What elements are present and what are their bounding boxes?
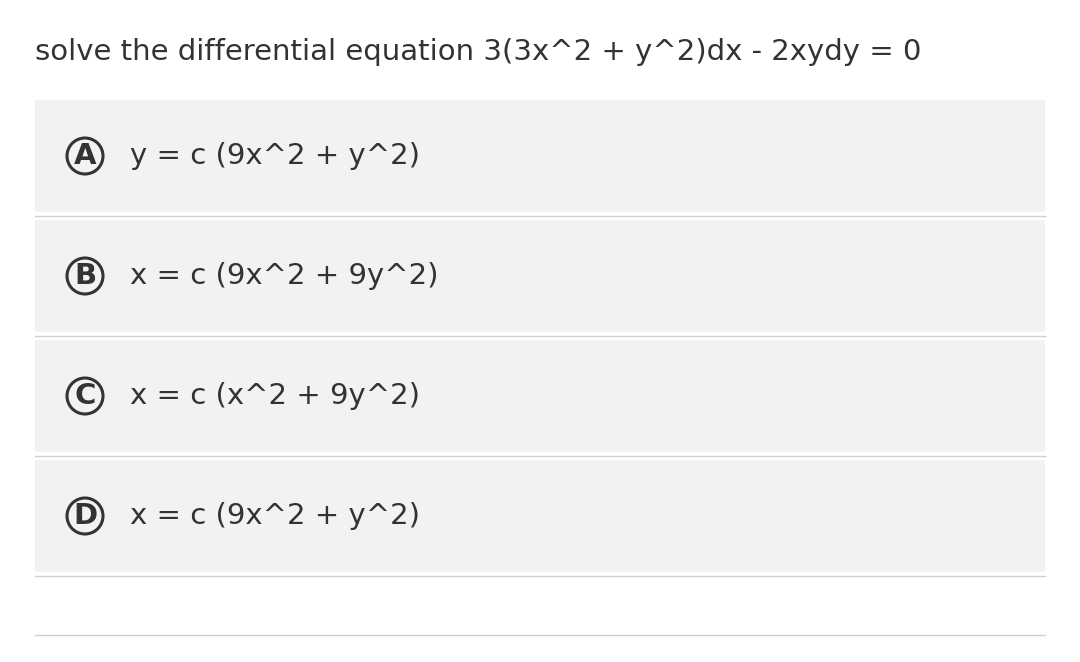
Text: B: B (73, 262, 96, 290)
Text: C: C (75, 382, 96, 410)
FancyBboxPatch shape (35, 460, 1045, 572)
Text: x = c (9x^2 + y^2): x = c (9x^2 + y^2) (130, 502, 420, 530)
Text: x = c (9x^2 + 9y^2): x = c (9x^2 + 9y^2) (130, 262, 438, 290)
Text: D: D (73, 502, 97, 530)
Text: A: A (73, 142, 96, 170)
Text: y = c (9x^2 + y^2): y = c (9x^2 + y^2) (130, 142, 420, 170)
FancyBboxPatch shape (35, 340, 1045, 452)
FancyBboxPatch shape (35, 100, 1045, 212)
Text: solve the differential equation 3(3x^2 + y^2)dx - 2xydy = 0: solve the differential equation 3(3x^2 +… (35, 38, 921, 66)
Text: x = c (x^2 + 9y^2): x = c (x^2 + 9y^2) (130, 382, 420, 410)
FancyBboxPatch shape (35, 220, 1045, 332)
